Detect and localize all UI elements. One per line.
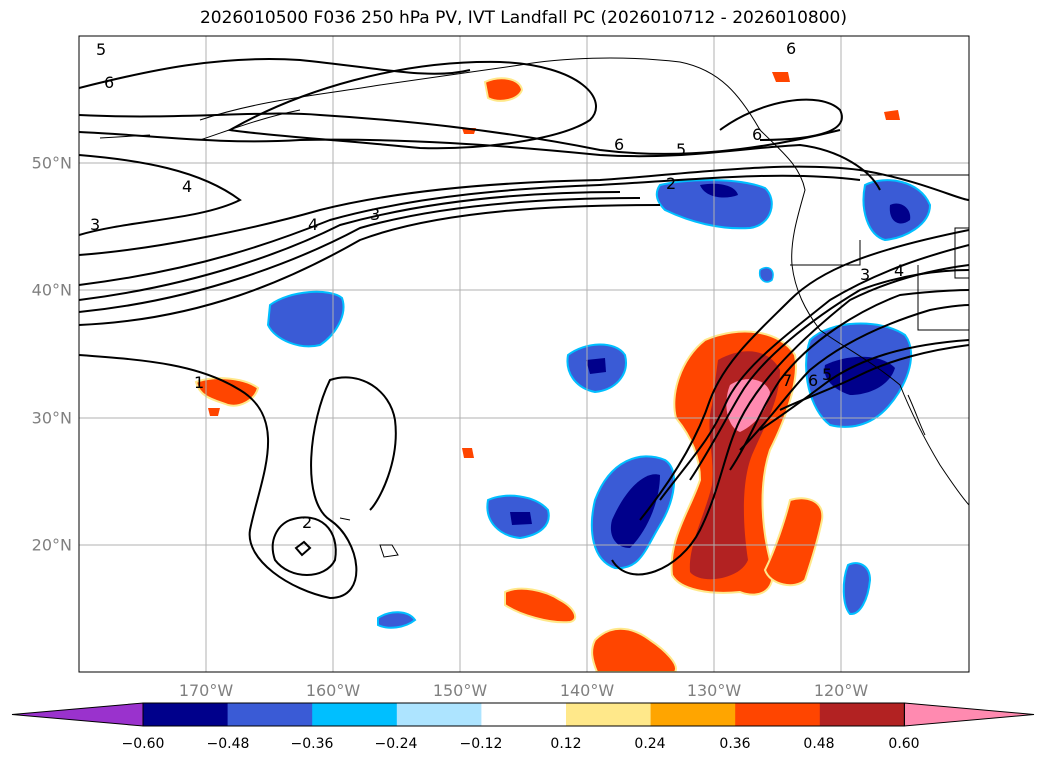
contour-label: 3 (370, 205, 380, 224)
colorbar-tick-label: 0.12 (550, 736, 582, 752)
plot-frame (78, 35, 970, 673)
colorbar-tick-label: −0.12 (459, 736, 503, 752)
colorbar-segment (566, 703, 652, 726)
pv-strong-negative-region (700, 183, 738, 198)
pv-positive-region (504, 587, 577, 624)
contour-label: 4 (894, 261, 904, 280)
lon-tick-label: 160°W (305, 681, 361, 700)
pv-negative-region (266, 290, 345, 348)
contour-label: 5 (96, 40, 106, 59)
colorbar-extend-high (903, 702, 1035, 727)
colorbar-tick-label: 0.24 (634, 736, 666, 752)
map-title: 2026010500 F036 250 hPa PV, IVT Landfall… (199, 8, 847, 28)
contour-label: 5 (822, 365, 832, 384)
colorbar-segment (143, 703, 229, 726)
colorbar-tick-label: 0.48 (803, 736, 835, 752)
contour-label: 5 (676, 140, 686, 159)
colorbar-segment (396, 703, 482, 726)
pv-positive-region (483, 77, 524, 102)
colorbar-segment (227, 703, 313, 726)
contour-label: 2 (302, 513, 312, 532)
contour-label: 3 (90, 215, 100, 234)
contour-label: 6 (614, 135, 624, 154)
pv-positive-region (763, 497, 824, 587)
lat-tick-label: 40°N (31, 280, 72, 300)
contour-label: 6 (808, 371, 818, 390)
coastlines (99, 57, 969, 558)
lat-tick-label: 30°N (31, 408, 72, 428)
contour-label: 6 (752, 125, 762, 144)
contour-label: 7 (782, 371, 792, 390)
colorbar-tick-label: 0.36 (719, 736, 751, 752)
pv-shading (194, 72, 932, 672)
pv-strong-negative-region (586, 358, 606, 374)
contour-labels: 5 6 6 6 6 5 4 4 3 3 2 3 4 1 2 7 6 5 (90, 39, 904, 532)
pv-strong-negative-region (510, 512, 532, 525)
contour-label: 2 (666, 174, 676, 193)
pv-positive-region (591, 627, 677, 672)
lon-tick-label: 120°W (813, 681, 869, 700)
colorbar-tick-label: 0.60 (888, 736, 920, 752)
contour-label: 1 (194, 373, 204, 392)
pv-positive-region (772, 72, 790, 82)
colorbar-tick-label: −0.24 (374, 736, 418, 752)
pv-strong-negative-region (889, 203, 911, 224)
pv-strong-negative-region (610, 474, 660, 548)
colorbar-tick-label: −0.48 (206, 736, 250, 752)
pv-positive-region (208, 408, 220, 416)
contour-label: 3 (860, 265, 870, 284)
gridlines (79, 36, 969, 672)
pv-negative-region (758, 266, 774, 283)
colorbar-segment (312, 703, 398, 726)
colorbar-segment (650, 703, 736, 726)
lon-tick-label: 150°W (432, 681, 488, 700)
contour-label: 6 (104, 73, 114, 92)
pv-positive-region (194, 377, 260, 407)
lat-tick-label: 20°N (31, 535, 72, 555)
pv-positive-region (462, 448, 474, 458)
pv-negative-region (842, 562, 872, 615)
colorbar-extend-low (11, 702, 144, 727)
colorbar-frame (142, 702, 905, 727)
colorbar (11, 702, 1035, 727)
pv-positive-region (884, 110, 900, 120)
colorbar-tick-label: −0.60 (121, 736, 165, 752)
colorbar-segment (819, 703, 905, 726)
colorbar-segment (481, 703, 567, 726)
lon-tick-label: 130°W (686, 681, 742, 700)
colorbar-tick-label: −0.36 (290, 736, 334, 752)
pv-contours (79, 58, 969, 600)
contour-label: 6 (786, 39, 796, 58)
lon-tick-label: 170°W (178, 681, 234, 700)
lat-tick-label: 50°N (31, 153, 72, 173)
contour-label: 4 (308, 215, 318, 234)
pv-negative-region (377, 611, 417, 629)
lon-tick-label: 140°W (559, 681, 615, 700)
colorbar-segment (735, 703, 821, 726)
contour-label: 4 (182, 177, 192, 196)
